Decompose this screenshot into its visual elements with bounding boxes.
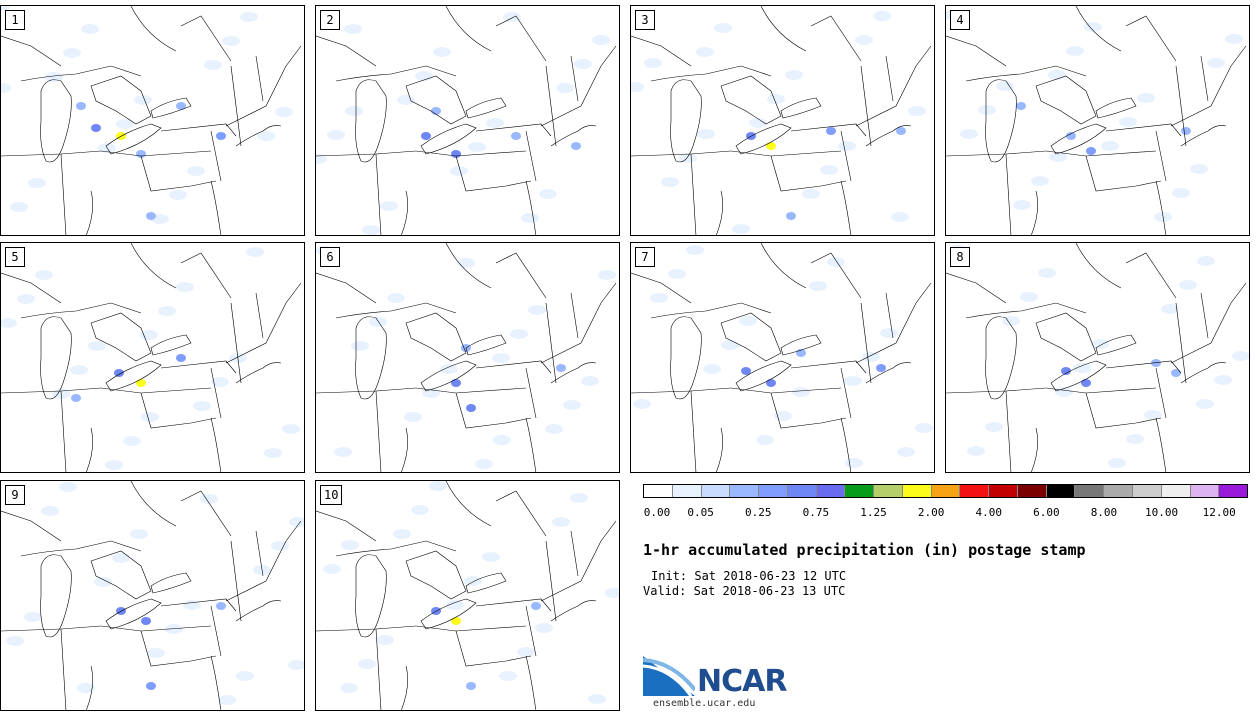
- colorbar-segment: [902, 485, 932, 497]
- stamp-label: 9: [5, 485, 25, 505]
- colorbar-segment: [1161, 485, 1191, 497]
- colorbar-segment: [1075, 485, 1105, 497]
- colorbar-segment: [1104, 485, 1134, 497]
- stamp-panel-2: 2: [315, 5, 620, 236]
- stamp-panel-7: 7: [630, 242, 935, 473]
- stamp-panel-8: 8: [945, 242, 1250, 473]
- map-icon: [316, 6, 617, 235]
- map-icon: [316, 243, 617, 472]
- colorbar-tick-label: 4.00: [975, 506, 1002, 519]
- stamp-panel-9: 9: [0, 480, 305, 711]
- init-time: Init: Sat 2018-06-23 12 UTC: [651, 569, 847, 583]
- map-icon: [1, 481, 304, 710]
- colorbar-tick-label: 0.05: [687, 506, 714, 519]
- map-icon: [1, 243, 302, 472]
- map-icon: [946, 243, 1249, 472]
- colorbar-segment: [816, 485, 846, 497]
- figure-title: 1-hr accumulated precipitation (in) post…: [643, 541, 1086, 559]
- ensemble-url: ensemble.ucar.edu: [653, 698, 756, 709]
- stamp-label: 6: [320, 247, 340, 267]
- colorbar-segment: [1046, 485, 1076, 497]
- colorbar-segment: [701, 485, 731, 497]
- colorbar-segment: [787, 485, 817, 497]
- stamp-label: 3: [635, 10, 655, 30]
- colorbar-tick-label: 6.00: [1033, 506, 1060, 519]
- colorbar-segment: [672, 485, 702, 497]
- colorbar-tick-label: 12.00: [1202, 506, 1236, 519]
- colorbar-segment: [644, 485, 673, 497]
- stamp-label: 10: [320, 485, 343, 505]
- colorbar-segment: [960, 485, 990, 497]
- colorbar-tick-label: 2.00: [917, 506, 945, 519]
- colorbar-segment: [989, 485, 1018, 497]
- colorbar-segment: [1133, 485, 1162, 497]
- stamp-label: 4: [950, 10, 970, 30]
- stamp-panel-3: 3: [630, 5, 935, 236]
- stamp-panel-5: 5: [0, 242, 305, 473]
- stamp-label: 1: [5, 10, 25, 30]
- stamp-label: 2: [320, 10, 340, 30]
- stamp-panel-6: 6: [315, 242, 620, 473]
- colorbar-segment: [874, 485, 903, 497]
- colorbar-tick-label: 1.25: [860, 506, 887, 519]
- colorbar-segment: [730, 485, 760, 497]
- colorbar-tick-label: 0.00: [643, 506, 671, 519]
- colorbar-segment: [1190, 485, 1220, 497]
- colorbar-segment: [931, 485, 961, 497]
- stamp-label: 5: [5, 247, 25, 267]
- valid-time: Valid: Sat 2018-06-23 13 UTC: [643, 584, 846, 598]
- colorbar-segment: [1017, 485, 1047, 497]
- colorbar-tick-label: 0.75: [802, 506, 830, 519]
- ncar-logo-text: NCAR: [697, 664, 787, 699]
- colorbar-segment: [759, 485, 788, 497]
- map-icon: [316, 481, 619, 710]
- map-icon: [1, 6, 302, 235]
- precip-colorbar: [643, 484, 1248, 498]
- stamp-label: 8: [950, 247, 970, 267]
- colorbar-tick-label: 10.00: [1145, 506, 1179, 519]
- stamp-panel-1: 1: [0, 5, 305, 236]
- colorbar-segment: [1219, 485, 1248, 497]
- map-icon: [631, 243, 933, 472]
- ncar-logo-icon: [643, 656, 695, 696]
- stamp-panel-4: 4: [945, 5, 1250, 236]
- stamp-label: 7: [635, 247, 655, 267]
- stamp-panel-10: 10: [315, 480, 620, 711]
- map-icon: [946, 6, 1247, 235]
- colorbar-tick-label: 0.25: [744, 506, 772, 519]
- map-icon: [631, 6, 932, 235]
- colorbar-tick-label: 8.00: [1090, 506, 1118, 519]
- colorbar-segment: [845, 485, 875, 497]
